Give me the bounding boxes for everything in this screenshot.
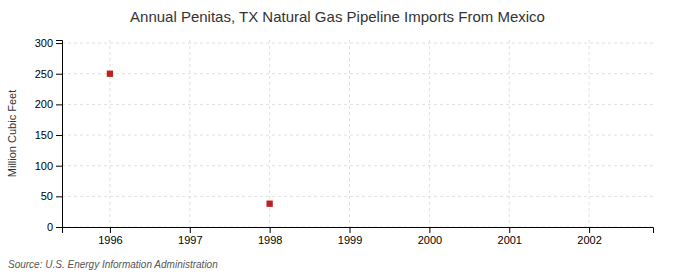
grid-line-y — [62, 135, 653, 136]
tick: 1996 — [98, 227, 122, 246]
tick-mark — [56, 74, 62, 75]
tick: 1999 — [338, 227, 362, 246]
grid-line-x — [349, 40, 350, 227]
grid — [62, 40, 653, 227]
point — [266, 201, 272, 207]
tick-label: 150 — [35, 129, 53, 141]
tick-mark — [509, 227, 510, 233]
chart-svg: 1996 1997 1998 1999 2000 2001 2002 0 50 100 150 200… — [0, 0, 675, 275]
annotation: Source: U.S. Energy Information Administ… — [8, 259, 218, 270]
tick: 150 — [35, 129, 62, 141]
tick: 50 — [41, 190, 62, 202]
tick: 200 — [35, 98, 62, 110]
grid-line-x — [429, 40, 430, 227]
tick-label: 2000 — [418, 234, 442, 246]
grid-line-x — [189, 40, 190, 227]
grid-line-y — [62, 43, 653, 44]
tick-label: 0 — [47, 221, 53, 233]
grid-line-x — [269, 40, 270, 227]
grid-line-y — [62, 73, 653, 74]
tick: 1998 — [258, 227, 282, 246]
point — [107, 71, 113, 77]
tick: 300 — [35, 37, 62, 49]
tick: 100 — [35, 160, 62, 172]
grid-line-x — [509, 40, 510, 227]
tick-label: 300 — [35, 37, 53, 49]
tick-label: 100 — [35, 160, 53, 172]
points — [107, 71, 273, 207]
tick: 250 — [35, 68, 62, 80]
tick-label: 1999 — [338, 234, 362, 246]
axis-line — [56, 41, 63, 228]
tick-label: 2001 — [498, 234, 522, 246]
title: Annual Penitas, TX Natural Gas Pipeline … — [130, 8, 545, 25]
tick-label: 2002 — [577, 234, 601, 246]
tick-mark — [429, 227, 430, 233]
grid-line-y — [62, 104, 653, 105]
tick-mark — [350, 227, 351, 233]
tick-mark — [56, 196, 62, 197]
tick-mark — [110, 227, 111, 233]
grid-line-x — [589, 40, 590, 227]
tick-label: 1997 — [178, 234, 202, 246]
grid-line-x — [109, 40, 110, 227]
tick-label: 200 — [35, 98, 53, 110]
plot-area: 1996 1997 1998 1999 2000 2001 2002 0 50 100 150 200… — [35, 37, 654, 246]
grid-line-y — [62, 196, 653, 197]
tick: 0 — [47, 221, 62, 233]
tick-mark — [56, 166, 62, 167]
tick-mark — [589, 227, 590, 233]
tick-mark — [190, 227, 191, 233]
x-axis: 1996 1997 1998 1999 2000 2001 2002 — [63, 227, 654, 246]
tick-label: 250 — [35, 68, 53, 80]
tick-mark — [56, 135, 62, 136]
tick-mark — [270, 227, 271, 233]
tick-label: 50 — [41, 190, 53, 202]
tick: 1997 — [178, 227, 202, 246]
tick-label: 1996 — [98, 234, 122, 246]
tick: 2001 — [498, 227, 522, 246]
axis-line — [63, 228, 654, 234]
tick: 2002 — [577, 227, 601, 246]
grid-line-y — [62, 165, 653, 166]
tick-mark — [56, 227, 62, 228]
tick-mark — [56, 43, 62, 44]
tick-mark — [56, 104, 62, 105]
y-axis: 0 50 100 150 200 250 300 — [35, 37, 63, 233]
tick-label: 1998 — [258, 234, 282, 246]
tick: 2000 — [418, 227, 442, 246]
y-axis-title: Million Cubic Feet — [6, 90, 18, 177]
